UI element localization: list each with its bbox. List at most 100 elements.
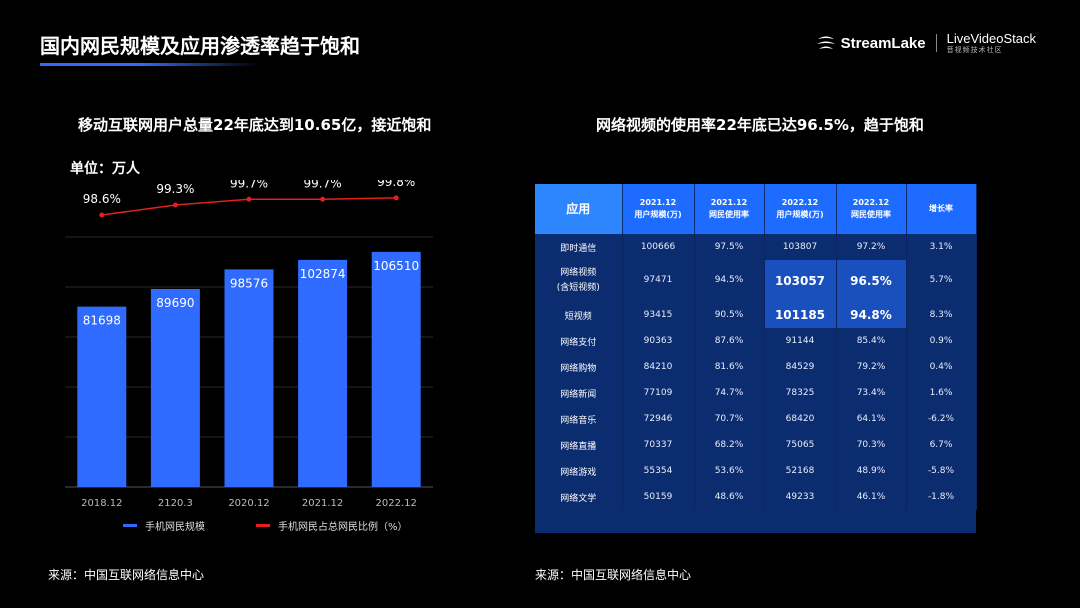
- app-name-note: (含短视频): [556, 283, 600, 293]
- chart-subtitle: 移动互联网用户总量22年底达到10.65亿，接近饱和: [78, 116, 432, 134]
- table-cell: 75065: [764, 432, 837, 458]
- title-underline: [40, 63, 260, 66]
- app-name: 网络音乐: [560, 415, 597, 426]
- app-name: 网络视频: [560, 267, 597, 278]
- livevideostack-subtitle: 音视频技术社区: [946, 46, 1003, 54]
- table-cell: 68.2%: [694, 432, 765, 458]
- line-value-label: 99.7%: [230, 180, 268, 190]
- table-cell: 64.1%: [836, 406, 907, 432]
- table-cell: 78325: [764, 380, 837, 406]
- table-cell-app: 网络音乐: [535, 406, 623, 432]
- x-tick-label: 2120.3: [158, 498, 193, 509]
- table-header: 应用: [535, 184, 623, 234]
- line-value-label: 98.6%: [83, 192, 121, 206]
- line-value-label: 99.3%: [156, 182, 194, 196]
- table-cell: 97.2%: [836, 234, 907, 260]
- table-cell: 48.9%: [836, 458, 907, 484]
- bar: [371, 251, 421, 487]
- app-name: 网络直播: [560, 441, 597, 452]
- bar-value-label: 81698: [83, 314, 121, 328]
- table-row: 短视频 93415 90.5% 101185 94.8% 8.3%: [535, 302, 977, 328]
- bar-value-label: 102874: [300, 267, 346, 281]
- app-name: 网络支付: [560, 337, 597, 348]
- bar: [150, 288, 200, 487]
- source-left: 来源：中国互联网络信息中心: [48, 568, 205, 582]
- table-header-text: 应用: [566, 202, 591, 216]
- table-cell: -6.2%: [906, 406, 977, 432]
- app-name: 网络新闻: [560, 389, 597, 400]
- table-header: 2022.12 网民使用率: [836, 184, 907, 234]
- brand-divider: [935, 34, 937, 52]
- table-cell-app: 网络视频 (含短视频): [535, 260, 623, 302]
- source-right: 来源：中国互联网络信息中心: [535, 568, 692, 582]
- table-cell: 55354: [622, 458, 695, 484]
- table-cell: -5.8%: [906, 458, 977, 484]
- table-cell: 85.4%: [836, 328, 907, 354]
- streamlake-logo: StreamLake: [816, 35, 926, 52]
- x-tick-label: 2018.12: [81, 498, 122, 509]
- streamlake-wordmark: StreamLake: [840, 34, 926, 52]
- table-cell: 103807: [764, 234, 837, 260]
- table-cell: 87.6%: [694, 328, 765, 354]
- table-cell: 103057: [764, 260, 837, 302]
- table-cell: 79.2%: [836, 354, 907, 380]
- bar-value-label: 106510: [373, 259, 419, 273]
- table-cell: 96.5%: [836, 260, 907, 302]
- livevideostack-wordmark: LiveVideoStack: [946, 31, 1036, 46]
- table-cell: 73.4%: [836, 380, 907, 406]
- bar: [224, 269, 274, 487]
- app-name: 网络文学: [560, 493, 597, 504]
- bar: [77, 306, 127, 487]
- table-row: 网络直播 70337 68.2% 75065 70.3% 6.7%: [535, 432, 977, 458]
- table-cell: 90363: [622, 328, 695, 354]
- table-header-text: 2021.12: [639, 198, 677, 207]
- table-cell: 70.7%: [694, 406, 765, 432]
- line-value-label: 99.8%: [377, 180, 415, 189]
- table-cell: 53.6%: [694, 458, 765, 484]
- line-value-label: 99.7%: [304, 180, 342, 190]
- table-row: 网络购物 84210 81.6% 84529 79.2% 0.4%: [535, 354, 977, 380]
- table-cell: 90.5%: [694, 302, 765, 328]
- legend-item-line: 手机网民占总网民比例（%）: [256, 518, 408, 533]
- table-cell: 52168: [764, 458, 837, 484]
- line-point: [246, 196, 252, 202]
- table-cell-app: 网络支付: [535, 328, 623, 354]
- table-cell-app: 网络游戏: [535, 458, 623, 484]
- table-cell: 72946: [622, 406, 695, 432]
- line-point: [320, 196, 326, 202]
- table-subtitle: 网络视频的使用率22年底已达96.5%，趋于饱和: [596, 116, 924, 134]
- table-cell: 84210: [622, 354, 695, 380]
- table-header-text: 2022.12: [781, 198, 819, 207]
- table-cell: 68420: [764, 406, 837, 432]
- table-row: 网络视频 (含短视频) 97471 94.5% 103057 96.5% 5.7%: [535, 260, 977, 302]
- line-point: [172, 202, 178, 208]
- table-header-text: 网民使用率: [709, 210, 749, 219]
- table-cell-app: 网络文学: [535, 484, 623, 510]
- table-row: 网络文学 50159 48.6% 49233 46.1% -1.8%: [535, 484, 977, 510]
- table-cell: 100666: [622, 234, 695, 260]
- table-cell: 3.1%: [906, 234, 977, 260]
- bar-value-label: 89690: [156, 296, 194, 310]
- table-header-row: 应用 2021.12 用户规模(万) 2021.12 网民使用率 2022.12 用户…: [535, 184, 977, 234]
- table-cell: 5.7%: [906, 260, 977, 302]
- bar-value-label: 98576: [230, 276, 268, 290]
- table-cell: 8.3%: [906, 302, 977, 328]
- table-cell: 81.6%: [694, 354, 765, 380]
- livevideostack-logo: LiveVideoStack 音视频技术社区: [947, 32, 1036, 54]
- table-row: 网络游戏 55354 53.6% 52168 48.9% -5.8%: [535, 458, 977, 484]
- table-row: 网络支付 90363 87.6% 91144 85.4% 0.9%: [535, 328, 977, 354]
- app-name: 网络购物: [560, 363, 597, 374]
- line-point: [393, 195, 399, 201]
- table-header-text: 增长率: [929, 204, 953, 213]
- table-cell-app: 网络新闻: [535, 380, 623, 406]
- table-cell: 46.1%: [836, 484, 907, 510]
- table-cell: 97.5%: [694, 234, 765, 260]
- table-header: 2021.12 网民使用率: [694, 184, 765, 234]
- legend-label-line: 手机网民占总网民比例（%）: [278, 522, 408, 533]
- table-cell: 50159: [622, 484, 695, 510]
- line-point: [99, 212, 105, 218]
- table-header: 2021.12 用户规模(万): [622, 184, 695, 234]
- table-cell: 94.5%: [694, 260, 765, 302]
- page-title: 国内网民规模及应用渗透率趋于饱和: [40, 34, 360, 58]
- x-tick-label: 2020.12: [228, 498, 269, 509]
